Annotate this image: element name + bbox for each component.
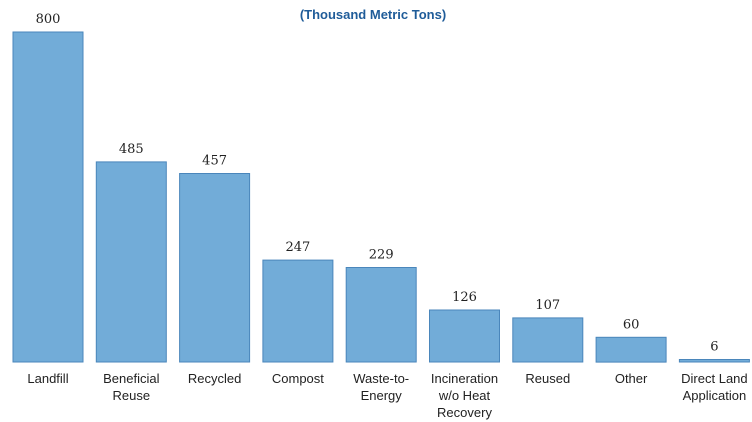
category-labels-group: Landfill Beneficial Reuse Recycled Compost Wa… xyxy=(27,371,747,420)
category-label-5-line-1: w/o Heat xyxy=(438,388,491,403)
category-label-6: Reused xyxy=(525,371,570,386)
category-label-4-line-1: Energy xyxy=(361,388,403,403)
value-labels-group: 800 485 457 247 229 126 107 60 6 xyxy=(36,12,719,355)
category-label-8-line-0: Direct Land xyxy=(681,371,747,386)
category-label-1-line-0: Beneficial xyxy=(103,371,159,386)
bar-5 xyxy=(429,309,500,363)
bar-7 xyxy=(595,336,667,363)
bars-group xyxy=(12,31,750,363)
bar-1 xyxy=(95,161,167,363)
bar-2 xyxy=(179,173,251,363)
value-label-4: 229 xyxy=(369,248,394,263)
value-label-5: 126 xyxy=(452,290,477,305)
category-label-4: Waste-to- Energy xyxy=(353,371,409,403)
category-label-4-line-0: Waste-to- xyxy=(353,371,409,386)
category-label-0: Landfill xyxy=(27,371,68,386)
value-label-7: 60 xyxy=(623,317,640,332)
value-label-2: 457 xyxy=(202,154,227,169)
category-label-3-line-0: Compost xyxy=(272,371,324,386)
category-label-8: Direct Land Application xyxy=(681,371,747,403)
bar-3 xyxy=(262,259,334,363)
value-label-8: 6 xyxy=(710,340,718,355)
category-label-2: Recycled xyxy=(188,371,241,386)
category-label-5: Incineration w/o Heat Recovery xyxy=(431,371,498,420)
category-label-8-line-1: Application xyxy=(683,388,747,403)
bar-8 xyxy=(678,359,750,363)
value-label-3: 247 xyxy=(285,240,310,255)
category-label-5-line-2: Recovery xyxy=(437,405,492,420)
category-label-1-line-1: Reuse xyxy=(113,388,151,403)
value-label-0: 800 xyxy=(36,12,61,27)
value-label-6: 107 xyxy=(535,298,560,313)
category-label-7-line-0: Other xyxy=(615,371,648,386)
chart-subtitle: (Thousand Metric Tons) xyxy=(300,7,446,22)
category-label-1: Beneficial Reuse xyxy=(103,371,159,403)
value-label-1: 485 xyxy=(119,142,144,157)
bar-4 xyxy=(345,267,417,363)
bar-0 xyxy=(12,31,84,363)
category-label-3: Compost xyxy=(272,371,324,386)
category-label-2-line-0: Recycled xyxy=(188,371,241,386)
category-label-0-line-0: Landfill xyxy=(27,371,68,386)
category-label-6-line-0: Reused xyxy=(525,371,570,386)
bar-6 xyxy=(512,317,584,363)
category-label-5-line-0: Incineration xyxy=(431,371,498,386)
category-label-7: Other xyxy=(615,371,648,386)
